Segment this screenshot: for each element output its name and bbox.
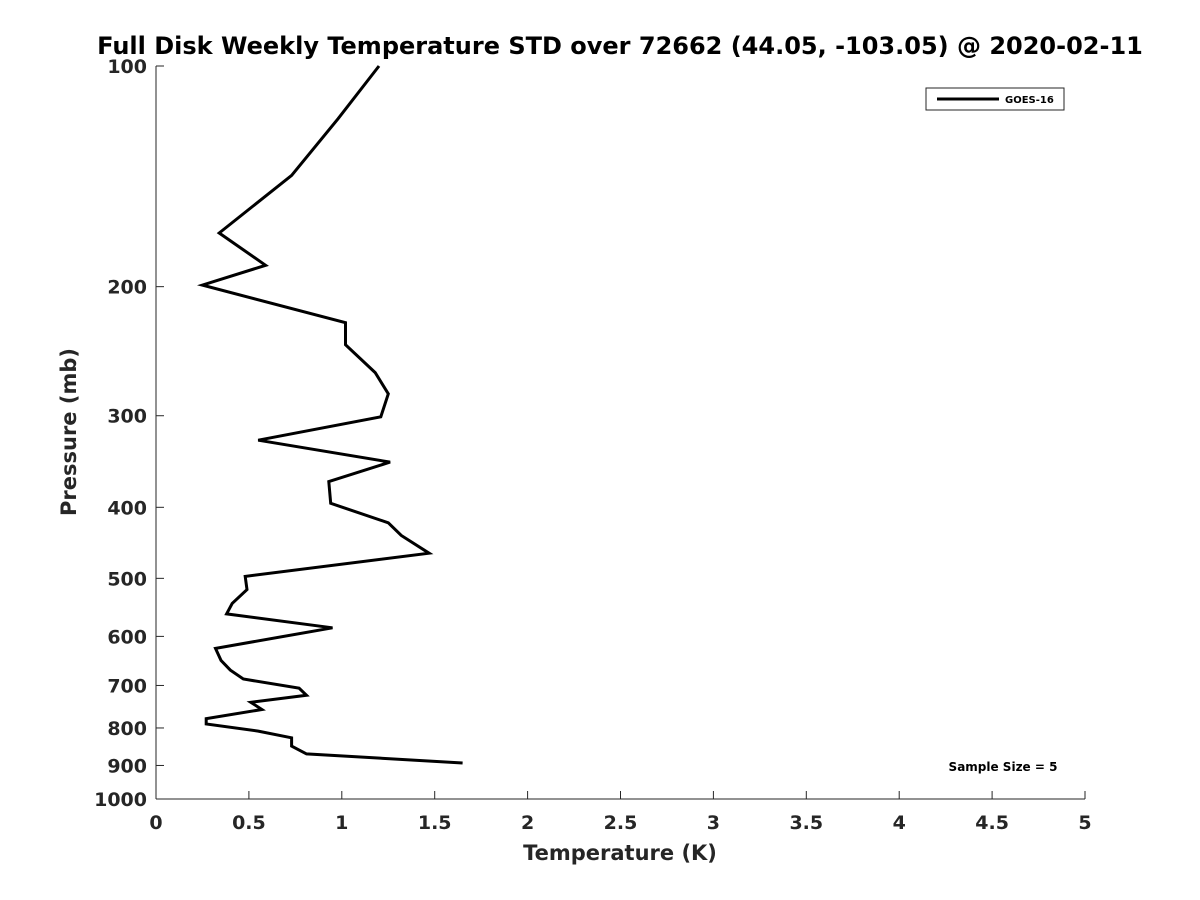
y-tick-label: 400 [107, 497, 147, 519]
x-tick-label: 2 [521, 812, 534, 834]
y-tick-label: 1000 [94, 789, 147, 811]
y-tick-label: 900 [107, 755, 147, 777]
x-tick-label: 0 [149, 812, 162, 834]
x-tick-label: 0.5 [232, 812, 266, 834]
y-ticks: 100 200 300 400 500 600 700 800 900 1000 [94, 56, 164, 811]
legend: GOES-16 [925, 87, 1065, 111]
x-tick-label: 3 [707, 812, 720, 834]
x-tick-label: 5 [1078, 812, 1091, 834]
y-tick-label: 500 [107, 568, 147, 590]
series-line-goes-16 [196, 65, 463, 765]
x-tick-label: 4.5 [975, 812, 1009, 834]
x-tick-label: 1 [335, 812, 348, 834]
chart-title: Full Disk Weekly Temperature STD over 72… [97, 32, 1143, 60]
series-layer [196, 65, 463, 765]
x-tick-label: 1.5 [418, 812, 452, 834]
legend-label-goes16: GOES-16 [1005, 95, 1054, 106]
y-tick-label: 600 [107, 626, 147, 648]
x-tick-label: 4 [893, 812, 906, 834]
y-tick-label: 800 [107, 718, 147, 740]
x-tick-label: 2.5 [604, 812, 638, 834]
y-tick-label: 200 [107, 277, 147, 299]
y-tick-label: 700 [107, 675, 147, 697]
x-ticks: 0 0.5 1 1.5 2 2.5 3 3.5 4 4.5 5 [149, 791, 1092, 834]
y-axis-label: Pressure (mb) [57, 348, 81, 516]
sample-size-annotation: Sample Size = 5 [949, 760, 1058, 774]
y-tick-label: 100 [107, 56, 147, 78]
x-tick-label: 3.5 [789, 812, 823, 834]
x-axis-label: Temperature (K) [523, 841, 717, 865]
y-tick-label: 300 [107, 406, 147, 428]
